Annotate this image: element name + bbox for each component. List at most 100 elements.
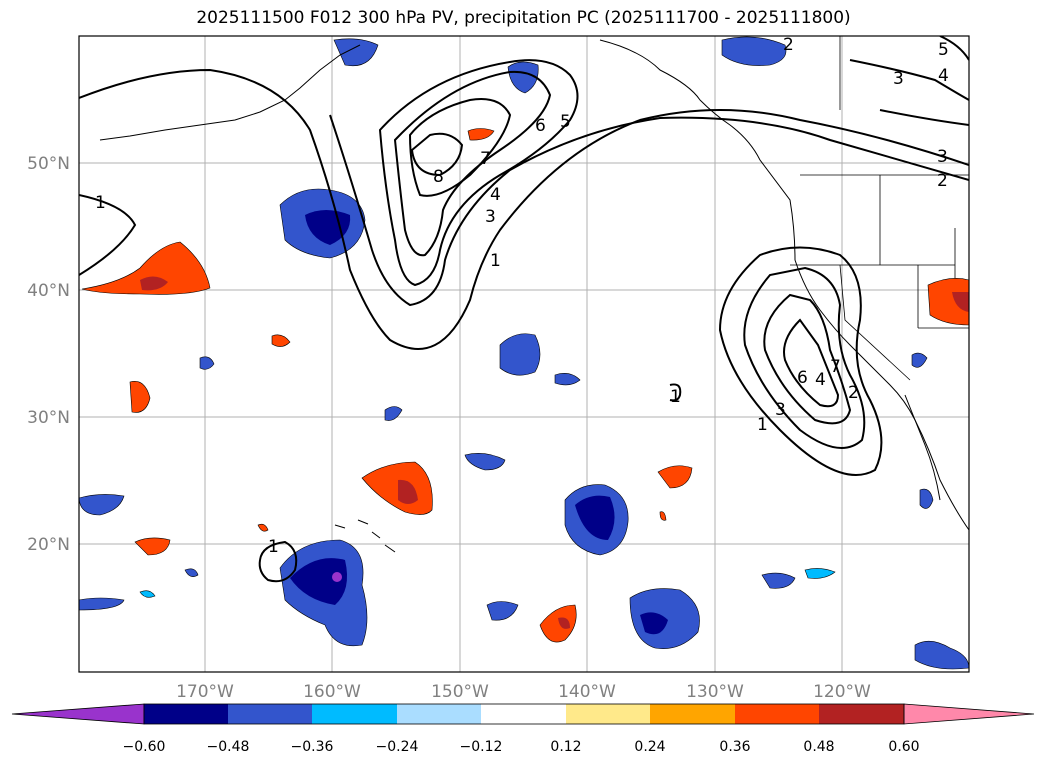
contour-label: 6 [535,116,546,136]
precip-area [464,453,506,471]
precip-area [554,373,581,386]
contour-label: 5 [560,112,571,132]
pv-contours [79,36,969,583]
colorbar-segment [735,704,819,724]
lon-label-150w: 150°W [431,682,489,702]
lat-label-50n: 50°N [27,154,70,174]
colorbar-tick: 0.24 [634,739,665,755]
precip-area [952,292,969,312]
contour-label: 4 [938,66,949,86]
precip-area [79,597,125,611]
colorbar-tick: 0.12 [550,739,581,755]
colorbar-tick: −0.48 [207,739,250,755]
contour-label: 7 [830,357,841,377]
lon-label-170w: 170°W [176,682,234,702]
precip-area [79,494,125,516]
precip-area [721,36,787,66]
lat-label-40n: 40°N [27,281,70,301]
precip-area [199,356,215,370]
precip-area [499,333,541,376]
contour-label: 5 [938,40,949,60]
precip-area [333,38,379,67]
colorbar-tick: −0.60 [123,739,166,755]
colorbar-segment [903,703,1035,725]
map-title: 2025111500 F012 300 hPa PV, precipitatio… [196,8,851,28]
contour-label: 1 [757,415,768,435]
colorbar-ticks: −0.60 −0.48 −0.36 −0.24 −0.12 0.12 0.24 … [123,739,920,755]
contour-label: 3 [937,147,948,167]
contour-label: 3 [775,400,786,420]
colorbar-tick: 0.60 [888,739,919,755]
precip-area [575,495,615,540]
contour-labels: 1 1 1 1 1 2 2 2 3 3 3 3 4 4 4 5 5 6 6 7 … [95,35,949,557]
precip-area [467,128,495,141]
lat-label-20n: 20°N [27,535,70,555]
contour-label: 1 [268,537,279,557]
precip-area [184,568,199,577]
lon-label-160w: 160°W [303,682,361,702]
precip-area [257,523,269,532]
precip-area [761,572,796,589]
contour-label: 1 [490,251,501,271]
longitude-labels: 170°W 160°W 150°W 140°W 130°W 120°W [176,682,871,702]
precip-area [539,604,577,643]
political-borders [790,36,969,381]
colorbar-tick: 0.36 [719,739,750,755]
precip-area [927,278,969,326]
precip-positive-areas [81,128,969,643]
precip-area [914,640,969,670]
latitude-labels: 50°N 40°N 30°N 20°N [27,154,70,555]
lon-label-140w: 140°W [558,682,616,702]
colorbar-segment [312,704,397,724]
colorbar-segment [228,704,312,724]
precip-area [919,488,934,509]
contour-label: 1 [95,193,106,213]
plot-area: 1 1 1 1 1 2 2 2 3 3 3 3 4 4 4 5 5 6 6 7 … [79,35,969,672]
precip-area [129,381,151,413]
colorbar-tick: −0.36 [291,739,334,755]
lon-label-130w: 130°W [686,682,744,702]
contour-label: 3 [893,69,904,89]
contour-label: 2 [848,383,859,403]
colorbar-tick: −0.24 [376,739,419,755]
lon-label-120w: 120°W [813,682,871,702]
colorbar-segment [481,704,566,724]
precip-area [640,612,668,635]
precip-area [140,276,168,291]
precip-area [139,590,156,598]
precip-area [81,241,211,295]
precip-area [271,334,291,347]
colorbar-segment [397,704,481,724]
contour-label: 3 [485,207,496,227]
contour-label: 1 [670,387,681,407]
lat-label-30n: 30°N [27,408,70,428]
colorbar-tick: −0.12 [460,739,503,755]
contour-label: 6 [797,368,808,388]
precip-area [332,572,342,582]
precip-area [398,479,418,504]
precip-area [507,61,539,94]
precip-area [134,537,171,556]
precip-area [305,210,351,245]
contour-label: 2 [937,171,948,191]
colorbar-segment [819,704,904,724]
precip-area [659,511,667,521]
coastlines [99,39,969,553]
contour-label: 4 [815,370,826,390]
contour-label: 4 [490,185,501,205]
precip-area [290,558,348,605]
precip-negative-areas [79,36,969,670]
precip-area [486,601,519,621]
colorbar-segment [650,704,735,724]
precip-area [804,568,836,579]
colorbar-frame [143,703,905,725]
colorbar-tick: 0.48 [803,739,834,755]
plot-frame [78,35,970,673]
precip-area [384,406,403,421]
precip-area [911,352,928,368]
colorbar-segment [144,704,228,724]
colorbar-segment [11,703,145,725]
contour-label: 2 [783,35,794,55]
contour-label: 7 [480,149,491,169]
